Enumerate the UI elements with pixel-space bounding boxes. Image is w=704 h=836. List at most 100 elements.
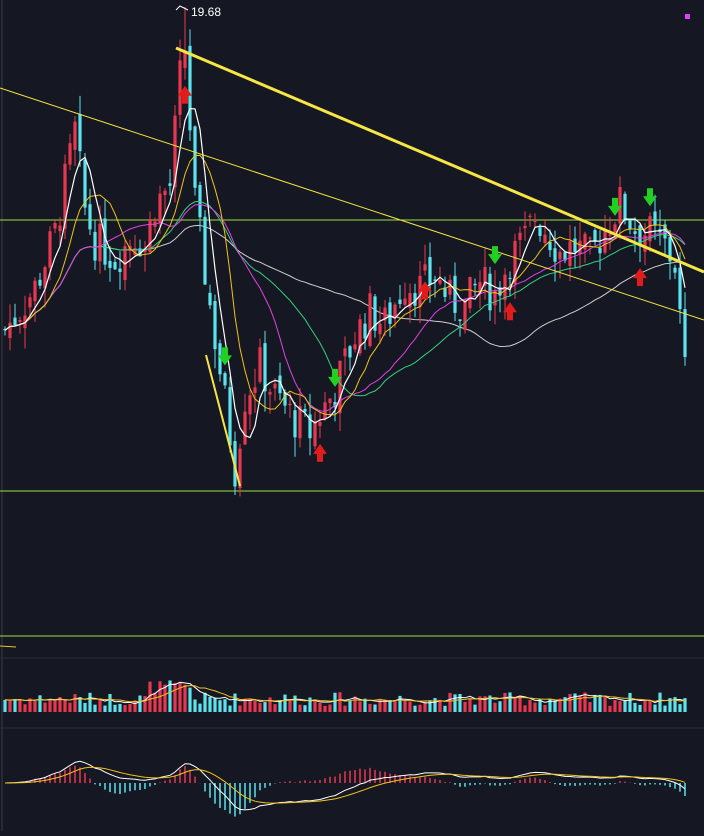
- candle-body: [683, 309, 687, 357]
- macd-panel: [4, 760, 686, 817]
- candlestick-series: [3, 7, 687, 497]
- volume-bar: [148, 681, 152, 712]
- candle-body: [588, 237, 592, 239]
- volume-bar: [218, 700, 222, 712]
- volume-bar: [258, 703, 262, 712]
- volume-bar: [573, 693, 577, 712]
- candle-body: [498, 287, 502, 296]
- ma20-line: [4, 203, 686, 413]
- candle-body: [378, 323, 382, 335]
- trendlines: [0, 46, 704, 487]
- candle-body: [428, 257, 432, 285]
- volume-bar: [628, 692, 632, 712]
- candle-body: [578, 240, 582, 254]
- volume-bar: [513, 698, 517, 712]
- volume-bar: [403, 700, 407, 712]
- volume-bar: [498, 701, 502, 712]
- candle-body: [563, 252, 567, 261]
- volume-bar: [123, 705, 127, 712]
- volume-bar: [333, 692, 337, 712]
- volume-bar: [593, 694, 597, 712]
- volume-bar: [208, 696, 212, 712]
- volume-bar: [643, 700, 647, 712]
- volume-bar: [163, 684, 167, 712]
- candle-body: [138, 248, 142, 257]
- candle-body: [248, 395, 252, 415]
- volume-bar: [118, 703, 122, 712]
- candle-body: [558, 251, 562, 260]
- macd-dif-line: [4, 760, 686, 811]
- volume-bar: [193, 699, 197, 712]
- candle-body: [543, 234, 547, 244]
- volume-bar: [103, 705, 107, 712]
- volume-bar: [583, 692, 587, 712]
- volume-bar: [188, 687, 192, 712]
- candle-body: [258, 347, 262, 382]
- candle-body: [358, 319, 362, 354]
- volume-bar: [3, 699, 7, 712]
- secondary-trendline: [0, 87, 704, 321]
- volume-bar: [388, 699, 392, 712]
- candle-body: [573, 238, 577, 253]
- candle-body: [508, 277, 512, 279]
- peak-annotation: 19.68: [175, 5, 221, 19]
- buy-signal-arrow: [633, 268, 647, 287]
- volume-bar: [253, 700, 257, 712]
- candle-body: [283, 391, 287, 406]
- volume-bar: [278, 701, 282, 712]
- candle-body: [78, 113, 82, 152]
- volume-bar: [233, 693, 237, 712]
- volume-bar: [548, 698, 552, 712]
- volume-bar: [528, 699, 532, 712]
- candle-body: [663, 224, 667, 239]
- corner-marker: [685, 14, 690, 19]
- volume-bar: [108, 693, 112, 712]
- candle-body: [148, 219, 152, 253]
- volume-bar: [53, 699, 57, 712]
- candle-body: [448, 279, 452, 295]
- volume-bar: [668, 698, 672, 712]
- volume-bar: [503, 692, 507, 712]
- volume-bar: [538, 699, 542, 712]
- volume-bar: [423, 701, 427, 712]
- candle-body: [53, 223, 57, 229]
- volume-bar: [18, 699, 22, 712]
- candle-body: [63, 163, 67, 229]
- candle-body: [443, 287, 447, 297]
- buy-signal-arrow: [503, 302, 517, 321]
- candle-body: [133, 247, 137, 255]
- volume-bar: [683, 698, 687, 712]
- candle-body: [678, 267, 682, 310]
- volume-bar: [58, 697, 62, 712]
- volume-bar: [613, 700, 617, 712]
- volume-bar: [463, 701, 467, 712]
- volume-bar: [508, 692, 512, 712]
- candle-body: [108, 260, 112, 268]
- candle-body: [308, 414, 312, 439]
- volume-bar: [168, 680, 172, 712]
- volume-bar: [313, 699, 317, 712]
- volume-bar: [673, 697, 677, 712]
- volume-bar: [518, 695, 522, 712]
- signal-arrows: [178, 85, 657, 462]
- candle-body: [438, 280, 442, 284]
- candle-body: [43, 267, 47, 289]
- candle-body: [398, 299, 402, 304]
- volume-bar: [223, 699, 227, 712]
- moving-average-lines: [4, 107, 686, 439]
- volume-bar: [418, 704, 422, 712]
- buy-signal-arrow: [178, 85, 192, 104]
- volume-bar: [283, 694, 287, 712]
- volume-bar: [488, 695, 492, 712]
- candle-body: [493, 290, 497, 306]
- candle-body: [348, 346, 352, 358]
- volume-bar: [413, 705, 417, 712]
- candle-body: [8, 322, 12, 338]
- candle-body: [238, 448, 242, 489]
- candle-body: [583, 233, 587, 250]
- candle-body: [668, 237, 672, 262]
- sell-signal-arrow: [643, 188, 657, 207]
- candle-body: [168, 183, 172, 186]
- volume-bar: [38, 695, 42, 712]
